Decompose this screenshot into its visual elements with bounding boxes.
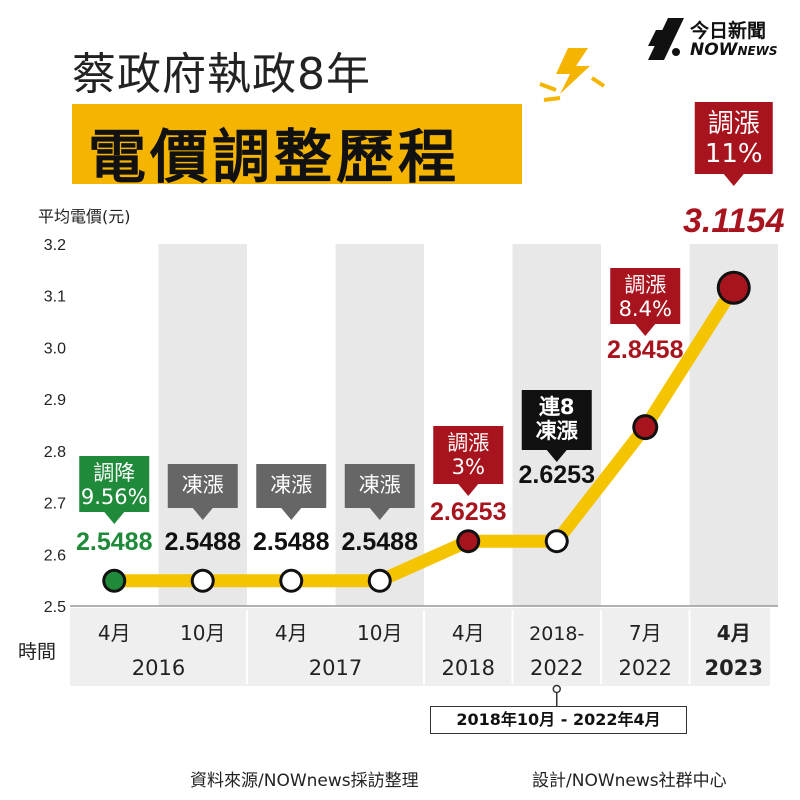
callout-box: [256, 464, 327, 520]
value-label: 2.8458: [607, 336, 684, 364]
year-label: 2022: [530, 656, 583, 680]
callout-label: 9.56%: [81, 485, 148, 509]
x-axis-label: 時間: [18, 641, 56, 663]
x-tick-label: 4月: [717, 621, 751, 645]
year-label: 2016: [132, 656, 185, 680]
y-tick-label: 2.7: [44, 496, 66, 513]
page-title: 蔡政府執政8年: [72, 49, 371, 100]
y-tick-label: 2.6: [44, 547, 66, 564]
callout-box: [344, 464, 415, 520]
column-shade: [158, 244, 247, 606]
data-point: [105, 571, 124, 590]
x-tick-label: 7月: [629, 621, 662, 645]
data-point: [719, 273, 748, 302]
data-point: [282, 571, 301, 590]
y-axis-label: 平均電價(元): [38, 207, 131, 226]
callout-label: 凍漲: [182, 473, 224, 497]
callout-label: 8.4%: [619, 297, 672, 321]
callout-label: 凍漲: [270, 473, 312, 497]
callout-box: [521, 390, 592, 462]
year-label: 2018: [442, 656, 495, 680]
range-note: 2018年10月 - 2022年4月: [430, 706, 687, 734]
logo-text-top: 今日新聞: [690, 20, 767, 42]
data-point: [547, 532, 566, 551]
x-tick-label: 2018-: [529, 623, 584, 645]
y-tick-label: 2.8: [44, 444, 66, 461]
callout-label: 調漲: [624, 273, 666, 297]
callout-label: 調漲: [447, 431, 489, 455]
x-tick-label: 4月: [275, 621, 308, 645]
y-tick-label: 3.2: [44, 237, 66, 254]
year-label: 2022: [619, 656, 672, 680]
value-label: 2.5488: [342, 528, 419, 556]
y-tick-label: 3.0: [44, 340, 66, 357]
range-marker: [552, 684, 561, 694]
series-line: [107, 281, 741, 588]
y-tick-label: 2.5: [44, 599, 66, 616]
x-axis-band: [70, 608, 770, 686]
value-label: 3.1154: [683, 202, 785, 240]
value-label: 2.5488: [76, 528, 153, 556]
page-subtitle: 電價調整歷程: [88, 123, 461, 191]
value-label: 2.5488: [165, 528, 242, 556]
x-tick-label: 10月: [180, 621, 225, 645]
x-tick-label: 4月: [452, 621, 485, 645]
source-credit: 資料來源/NOWnews採訪整理: [190, 771, 419, 791]
y-tick-label: 2.9: [44, 392, 66, 409]
callout-box: [433, 426, 504, 496]
year-label: 2017: [309, 656, 362, 680]
data-point: [370, 571, 389, 590]
callout-label: 11%: [705, 139, 763, 169]
column-shade: [335, 244, 424, 606]
callout-box: [610, 268, 681, 336]
lightning-icon: [539, 48, 606, 102]
callout-label: 連8: [539, 395, 575, 419]
subtitle-band: [72, 104, 522, 184]
data-point: [193, 571, 212, 590]
callout-label: 凍漲: [536, 419, 579, 443]
callout-label: 3%: [452, 455, 485, 479]
x-tick-label: 4月: [98, 621, 131, 645]
callout-label: 調降: [93, 461, 135, 485]
nownews-logo: 今日新聞 NOWNEWS: [646, 16, 786, 64]
y-tick-label: 3.1: [44, 289, 66, 306]
value-label: 2.6253: [430, 498, 506, 526]
logo-mark-icon: [648, 18, 684, 60]
value-label: 2.5488: [253, 528, 330, 556]
data-point: [459, 532, 478, 551]
callout-label: 凍漲: [359, 473, 401, 497]
callout-label: 調漲: [708, 109, 760, 139]
callout-box: [167, 464, 238, 520]
x-tick-label: 10月: [357, 621, 402, 645]
callout-box: [79, 456, 150, 524]
year-label: 2023: [705, 656, 763, 680]
data-point: [635, 417, 656, 438]
logo-text-bottom: NOWNEWS: [690, 40, 778, 60]
value-label: 2.6253: [519, 461, 595, 489]
callout-box: [694, 102, 773, 186]
design-credit: 設計/NOWnews社群中心: [532, 771, 727, 791]
